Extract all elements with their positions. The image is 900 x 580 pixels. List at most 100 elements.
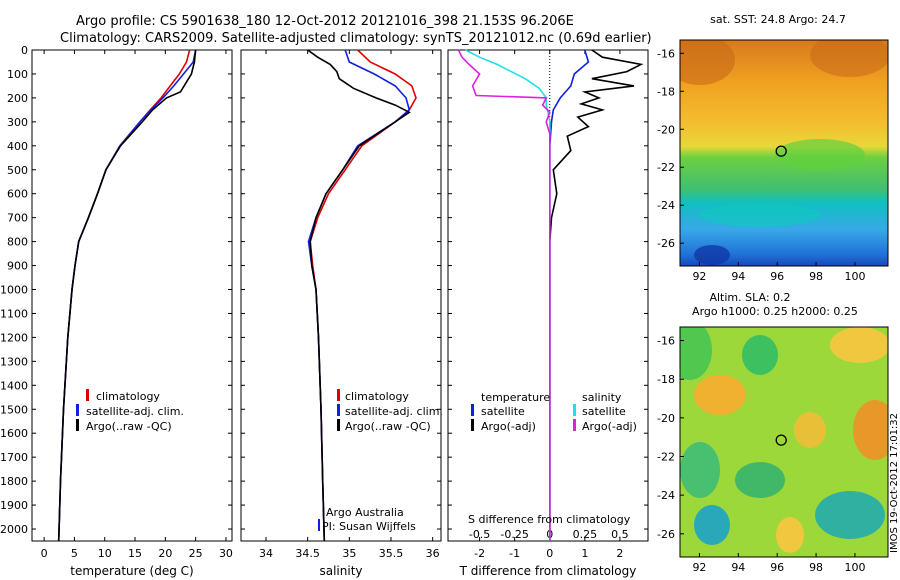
s-difference-label: S difference from climatology (468, 513, 631, 526)
sla-high-patch (830, 327, 888, 363)
difference-plot-frame (447, 49, 649, 542)
header-line-1: Argo profile: CS 5901638_180 12-Oct-2012… (76, 14, 574, 29)
map-y-tick-label: -18 (657, 85, 675, 98)
map-y-tick-label: -26 (657, 528, 675, 541)
s-difference-tick-label: -0.25 (500, 528, 528, 541)
series-line (307, 49, 411, 542)
sla-high-patch (694, 375, 746, 415)
series-layer (57, 49, 644, 542)
depth-tick-label: 1700 (0, 451, 28, 464)
temperature-legend: climatology satellite-adj. clim. Argo(..… (76, 389, 184, 433)
salinity-axis-label: salinity (319, 564, 362, 578)
imos-side-label: IMOS 19-Oct-2012 17:01:32 (889, 413, 900, 553)
sst-blue-patch (694, 245, 730, 265)
map-x-tick-label: 98 (809, 561, 823, 574)
t-difference-axis-label: T difference from climatology (459, 564, 637, 578)
legend-label-temp-satellite: satellite (481, 405, 525, 418)
sst-float-marker (775, 145, 787, 157)
x-tick-label: 34 (259, 547, 273, 560)
map-x-tick-label: 96 (770, 270, 784, 283)
sla-low-patch (735, 462, 785, 498)
map-y-tick-label: -24 (657, 489, 675, 502)
sla-map-axes: 92 94 96 98 100 -16 -18 -20 -22 -24 -26 (657, 335, 865, 574)
x-tick-label: 30 (219, 547, 233, 560)
map-y-tick-label: -26 (657, 237, 675, 250)
series-line (57, 49, 197, 542)
x-tick-label: -2 (474, 547, 485, 560)
salinity-legend: climatology satellite-adj. clim. Argo(..… (318, 389, 443, 533)
x-tick-label: 25 (189, 547, 203, 560)
difference-legend: temperature satellite Argo(-adj) salinit… (468, 391, 637, 526)
s-difference-tick-label: 0.25 (573, 528, 598, 541)
depth-tick-label: 500 (7, 164, 28, 177)
sst-map-frame (679, 39, 889, 267)
legend-swatch-sal-satellite (573, 404, 576, 416)
x-tick-label: -1 (509, 547, 520, 560)
depth-tick-label: 700 (7, 212, 28, 225)
series-line (309, 49, 417, 542)
legend-swatch-argo (76, 419, 79, 431)
depth-tick-label: 1300 (0, 355, 28, 368)
depth-tick-label: 1200 (0, 331, 28, 344)
depth-tick-label: 1500 (0, 403, 28, 416)
map-x-tick-label: 100 (844, 270, 865, 283)
map-y-tick-label: -20 (657, 123, 675, 136)
legend-label-temp-argo: Argo(-adj) (481, 420, 536, 433)
legend-heading-salinity: salinity (582, 391, 622, 404)
legend-swatch-argo (337, 419, 340, 431)
depth-tick-label: 0 (21, 44, 28, 57)
map-x-tick-label: 98 (809, 270, 823, 283)
legend-label-sal-satellite: satellite (582, 405, 626, 418)
x-tick-label: 0 (41, 547, 48, 560)
x-tick-label: 0 (546, 547, 553, 560)
x-tick-label: 34.5 (295, 547, 320, 560)
legend-label-climatology: climatology (345, 390, 409, 403)
header-line-2: Climatology: CARS2009. Satellite-adjuste… (60, 31, 652, 46)
sla-low-patch (694, 505, 730, 545)
sla-float-marker (775, 434, 787, 446)
series-line (548, 49, 590, 541)
annotation-marker (318, 519, 320, 531)
map-y-tick-label: -16 (657, 47, 675, 60)
sst-cyan-patch (700, 203, 820, 227)
legend-swatch-climatology (337, 389, 340, 401)
sst-map-title: sat. SST: 24.8 Argo: 24.7 (710, 13, 846, 26)
x-tick-label: 5 (71, 547, 78, 560)
map-y-tick-label: -18 (657, 373, 675, 386)
sst-warm-patch (680, 40, 735, 85)
series-line (457, 49, 551, 541)
depth-tick-label: 1400 (0, 379, 28, 392)
sla-low-patch (680, 442, 720, 498)
temperature-axis-label: temperature (deg C) (70, 564, 193, 578)
sla-high-patch (853, 400, 888, 460)
legend-swatch-climatology (86, 389, 89, 401)
legend-swatch-temp-argo (471, 419, 474, 431)
sla-high-patch (776, 517, 804, 553)
depth-tick-label: 2000 (0, 523, 28, 536)
legend-label-sal-argo: Argo(-adj) (582, 420, 637, 433)
map-y-tick-label: -22 (657, 450, 675, 463)
sst-map (680, 40, 888, 266)
legend-swatch-satellite (337, 404, 340, 416)
axes-layer: 0100200300400500600700800900100011001200… (0, 44, 648, 560)
sla-low-patch (815, 491, 885, 539)
sla-map-frame (679, 326, 889, 558)
series-line (57, 49, 197, 542)
map-y-tick-label: -20 (657, 412, 675, 425)
s-difference-tick-label: 0.5 (611, 528, 629, 541)
depth-tick-label: 300 (7, 116, 28, 129)
x-tick-label: 2 (616, 547, 623, 560)
sla-map-title-1: Altim. SLA: 0.2 (709, 291, 790, 304)
legend-swatch-temp-satellite (471, 404, 474, 416)
s-difference-tick-label: -0.5 (469, 528, 490, 541)
depth-tick-label: 1600 (0, 427, 28, 440)
x-tick-label: 36 (426, 547, 440, 560)
legend-swatch-satellite (76, 404, 79, 416)
sla-high-patch (794, 412, 826, 448)
map-y-tick-label: -16 (657, 335, 675, 348)
depth-tick-label: 100 (7, 68, 28, 81)
x-tick-label: 20 (158, 547, 172, 560)
depth-tick-label: 200 (7, 92, 28, 105)
depth-tick-label: 1000 (0, 284, 28, 297)
